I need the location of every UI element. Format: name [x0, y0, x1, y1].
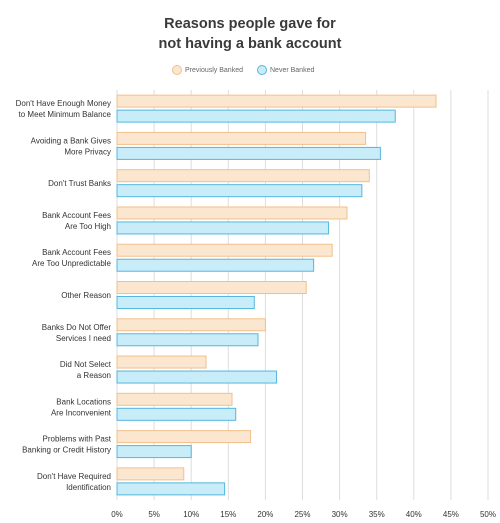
category-label: More Privacy [64, 147, 111, 156]
category-label: Services I need [56, 334, 111, 343]
bar-never-banked [116, 109, 396, 123]
x-tick-label: 10% [183, 510, 199, 519]
category-label: Did Not Select [60, 360, 112, 369]
x-tick-label: 50% [480, 510, 496, 519]
legend-label-never-banked: Never Banked [270, 66, 315, 74]
category-label: Problems with Past [43, 435, 112, 444]
bar-previously-banked [116, 430, 252, 444]
bar-previously-banked [116, 131, 367, 145]
category-label: Are Too High [65, 222, 111, 231]
x-tick-label: 0% [111, 510, 123, 519]
category-label: Bank Account Fees [42, 248, 111, 257]
bar-never-banked [116, 146, 381, 160]
category-label: Banking or Credit History [22, 446, 111, 455]
bar-previously-banked [116, 243, 333, 257]
category-label: Avoiding a Bank Gives [31, 136, 111, 145]
bar-previously-banked [116, 281, 307, 294]
category-label: Don't Trust Banks [48, 179, 111, 188]
category-label: Banks Do Not Offer [42, 323, 112, 332]
bar-never-banked [116, 370, 278, 384]
legend-item-previously-banked: Previously Banked [172, 64, 243, 76]
category-label: Don't Have Enough Money [16, 99, 111, 108]
x-tick-label: 35% [369, 510, 385, 519]
bar-never-banked [116, 221, 329, 235]
category-label: Are Too Unpredictable [32, 259, 112, 268]
bar-never-banked [116, 258, 315, 272]
category-label: Identification [66, 483, 111, 492]
bar-previously-banked [116, 392, 233, 406]
bar-previously-banked [116, 355, 207, 369]
x-tick-label: 20% [257, 510, 273, 519]
bar-never-banked [116, 482, 226, 496]
category-label: Bank Locations [56, 397, 111, 406]
x-tick-label: 5% [148, 510, 160, 519]
bar-previously-banked [116, 467, 185, 481]
x-tick-label: 30% [332, 510, 348, 519]
bar-never-banked [116, 333, 259, 347]
legend-item-never-banked: Never Banked [257, 64, 314, 76]
chart-title-line-1: Reasons people gave for [164, 16, 336, 32]
bar-never-banked [116, 296, 255, 309]
legend-label-previously-banked: Previously Banked [185, 66, 243, 74]
legend-swatch-never-banked [257, 65, 267, 75]
x-tick-label: 40% [406, 510, 422, 519]
bar-previously-banked [116, 206, 348, 220]
category-label: Bank Account Fees [42, 211, 111, 220]
bar-never-banked [116, 184, 363, 198]
bar-never-banked [116, 445, 192, 459]
bar-previously-banked [116, 94, 437, 108]
x-tick-label: 45% [443, 510, 459, 519]
bar-previously-banked [116, 169, 370, 183]
legend-swatch-previously-banked [172, 65, 182, 75]
category-label: Are Inconvenient [51, 408, 112, 417]
bar-previously-banked [116, 318, 266, 332]
x-tick-label: 15% [220, 510, 236, 519]
category-label: a Reason [77, 371, 111, 380]
category-label: to Meet Minimum Balance [19, 110, 112, 119]
chart-legend: Previously Banked Never Banked [0, 64, 500, 78]
category-label: Other Reason [61, 291, 111, 300]
bar-never-banked [116, 407, 237, 421]
chart-title-line-2: not having a bank account [158, 36, 342, 52]
category-label: Don't Have Required [37, 472, 111, 481]
x-tick-label: 25% [294, 510, 310, 519]
